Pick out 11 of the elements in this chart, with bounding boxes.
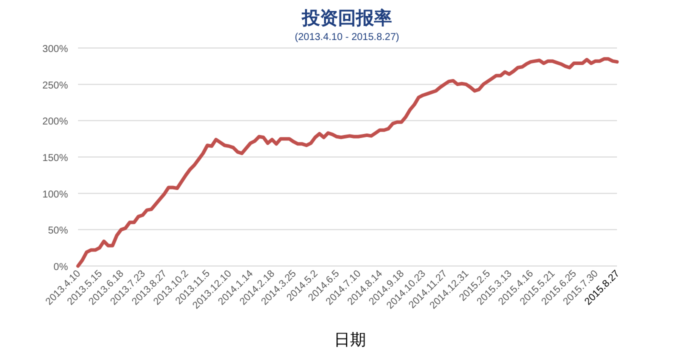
chart-title: 投资回报率	[301, 8, 392, 28]
y-tick-label: 50%	[48, 226, 68, 237]
y-tick-label: 100%	[42, 189, 68, 200]
y-tick-label: 150%	[42, 153, 68, 164]
y-tick-label: 200%	[42, 116, 68, 128]
y-tick-label: 300%	[42, 44, 68, 55]
line-series	[76, 57, 619, 268]
chart-subtitle: (2013.4.10 - 2015.8.27)	[294, 32, 400, 43]
y-tick-label: 0%	[54, 262, 68, 273]
x-axis-title: 日期	[334, 331, 366, 349]
y-tick-label: 250%	[42, 80, 68, 92]
